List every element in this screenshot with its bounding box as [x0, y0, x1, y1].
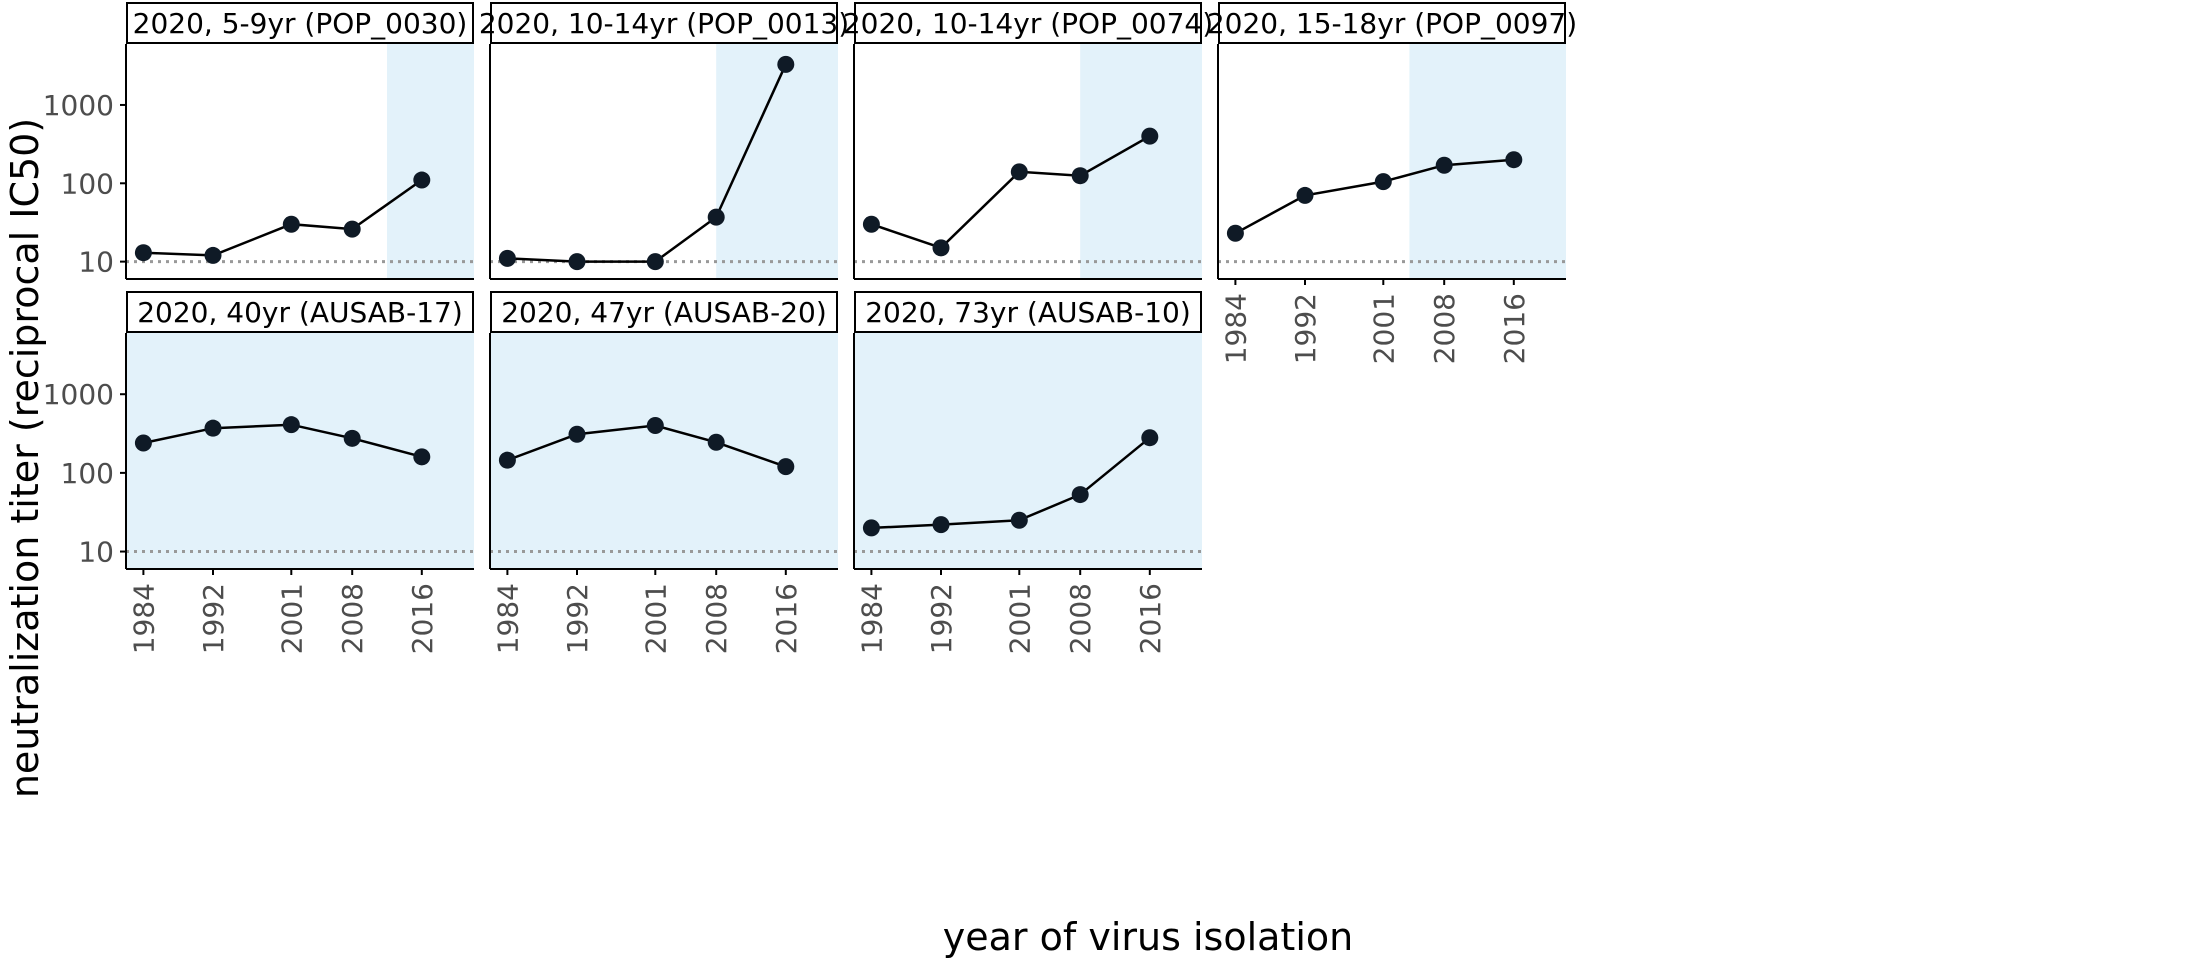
x-tick-label: 1992	[561, 583, 594, 654]
data-point	[204, 246, 222, 264]
highlight-region	[387, 44, 474, 279]
data-point	[1010, 163, 1028, 181]
facet-title: 2020, 5-9yr (POP_0030)	[133, 7, 468, 40]
data-point	[862, 519, 880, 537]
y-tick-label: 1000	[43, 89, 114, 122]
data-point	[932, 239, 950, 257]
x-tick-label: 2001	[639, 583, 672, 654]
x-tick-label: 1992	[197, 583, 230, 654]
x-tick-label: 1984	[127, 583, 160, 654]
data-point	[413, 448, 431, 466]
data-point	[1296, 186, 1314, 204]
facet-title: 2020, 10-14yr (POP_0013)	[479, 7, 849, 40]
highlight-region	[854, 333, 1202, 569]
facet-title: 2020, 40yr (AUSAB-17)	[137, 296, 463, 329]
panel-4: 2020, 15-18yr (POP_0097) 1984 1992 2001 2008…	[1207, 2, 1577, 364]
data-point	[1071, 486, 1089, 504]
data-point	[282, 416, 300, 434]
highlight-region	[716, 44, 838, 279]
data-point	[1505, 151, 1523, 169]
data-point	[777, 458, 795, 476]
y-tick-label: 1000	[43, 378, 114, 411]
facet-panels: 2020, 5-9yr (POP_0030) 10 100 1000 2020, 10-…	[43, 2, 1577, 654]
x-tick-label: 1992	[925, 583, 958, 654]
data-point	[1141, 429, 1159, 447]
data-point	[343, 429, 361, 447]
data-point	[707, 208, 725, 226]
data-point	[1374, 173, 1392, 191]
facet-title: 2020, 73yr (AUSAB-10)	[865, 296, 1191, 329]
data-point	[707, 433, 725, 451]
x-tick-label: 2016	[770, 583, 803, 654]
facet-strip	[126, 2, 474, 44]
data-point	[134, 244, 152, 262]
data-point	[343, 220, 361, 238]
y-tick-label: 10	[78, 536, 114, 569]
x-axis-title: year of virus isolation	[943, 915, 1353, 959]
panel-6: 2020, 47yr (AUSAB-20) 1984 1992 2001 2008 201…	[489, 291, 838, 654]
y-tick-label: 100	[61, 457, 114, 490]
panel-5: 2020, 40yr (AUSAB-17) 10 100 1000 1984 1992 20…	[43, 291, 474, 654]
y-tick-label: 10	[78, 246, 114, 279]
data-point	[204, 419, 222, 437]
facet-strip	[490, 2, 838, 44]
y-tick-label: 100	[61, 167, 114, 200]
highlight-region	[1080, 44, 1202, 279]
x-tick-label: 2008	[1064, 583, 1097, 654]
data-point	[862, 215, 880, 233]
data-point	[1141, 127, 1159, 145]
data-point	[1226, 224, 1244, 242]
data-point	[1071, 167, 1089, 185]
data-point	[134, 434, 152, 452]
facet-title: 2020, 15-18yr (POP_0097)	[1207, 7, 1577, 40]
highlight-region	[490, 333, 838, 569]
x-tick-label: 2016	[1498, 293, 1531, 364]
data-point	[282, 215, 300, 233]
facet-strip	[126, 291, 474, 333]
data-point	[413, 171, 431, 189]
facet-strip	[490, 291, 838, 333]
x-tick-label: 1984	[1219, 293, 1252, 364]
panel-3: 2020, 10-14yr (POP_0074)	[843, 2, 1213, 280]
data-point	[568, 425, 586, 443]
x-tick-label: 1984	[491, 583, 524, 654]
facet-title: 2020, 10-14yr (POP_0074)	[843, 7, 1213, 40]
data-point	[646, 253, 664, 271]
data-point	[1010, 511, 1028, 529]
panel-2: 2020, 10-14yr (POP_0013)	[479, 2, 849, 280]
y-axis-title: neutralization titer (reciprocal IC50)	[3, 118, 47, 798]
x-tick-label: 2008	[336, 583, 369, 654]
x-tick-label: 1984	[855, 583, 888, 654]
panel-1: 2020, 5-9yr (POP_0030) 10 100 1000	[43, 2, 474, 280]
data-point	[1435, 156, 1453, 174]
x-tick-label: 2008	[1428, 293, 1461, 364]
x-tick-label: 1992	[1289, 293, 1322, 364]
facet-strip	[854, 2, 1202, 44]
x-tick-label: 2016	[406, 583, 439, 654]
data-point	[498, 451, 516, 469]
x-tick-label: 2001	[1367, 293, 1400, 364]
x-tick-label: 2016	[1134, 583, 1167, 654]
panel-7: 2020, 73yr (AUSAB-10) 1984 1992 2001 2008 201…	[853, 291, 1202, 654]
data-point	[498, 249, 516, 267]
facet-strip	[854, 291, 1202, 333]
data-point	[932, 516, 950, 534]
series-line	[143, 178, 423, 257]
facet-strip	[1218, 2, 1566, 44]
x-tick-label: 2001	[1003, 583, 1036, 654]
x-tick-label: 2001	[275, 583, 308, 654]
facet-title: 2020, 47yr (AUSAB-20)	[501, 296, 827, 329]
data-point	[777, 55, 795, 73]
data-point	[646, 417, 664, 435]
x-tick-label: 2008	[700, 583, 733, 654]
data-point	[568, 253, 586, 271]
